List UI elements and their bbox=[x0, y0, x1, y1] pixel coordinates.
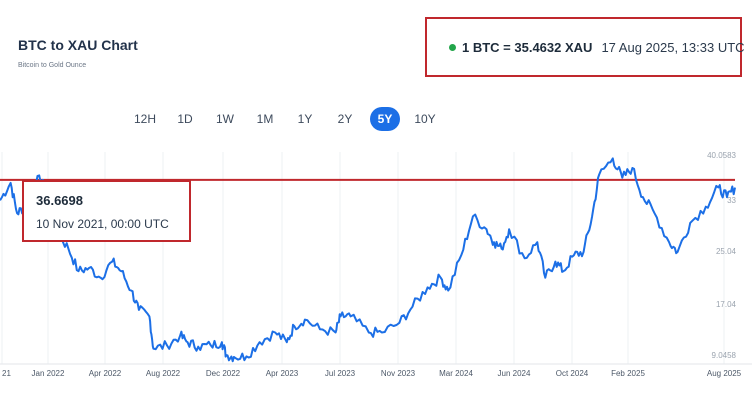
x-tick-label: Jun 2024 bbox=[498, 369, 531, 378]
y-tick-label: 25.04 bbox=[716, 247, 737, 256]
range-button-2y[interactable]: 2Y bbox=[337, 112, 353, 126]
x-tick-label: Jul 2023 bbox=[325, 369, 356, 378]
x-tick-label: Feb 2025 bbox=[611, 369, 645, 378]
range-button-1w[interactable]: 1W bbox=[216, 112, 234, 126]
range-button-10y[interactable]: 10Y bbox=[414, 112, 436, 126]
chart-title: BTC to XAU Chart bbox=[18, 37, 138, 53]
time-range-selector: 12H 1D 1W 1M 1Y 2Y 5Y 10Y bbox=[130, 107, 440, 131]
rate-box: 1 BTC = 35.4632 XAU 17 Aug 2025, 13:33 U… bbox=[425, 17, 745, 77]
series-line bbox=[0, 157, 736, 363]
rate-value: 1 BTC = 35.4632 XAU bbox=[462, 39, 593, 55]
range-button-1y[interactable]: 1Y bbox=[297, 112, 313, 126]
x-tick-label: Jan 2022 bbox=[32, 369, 65, 378]
y-tick-label: 33 bbox=[727, 196, 736, 205]
x-tick-label: Mar 2024 bbox=[439, 369, 473, 378]
x-tick-label: Apr 2023 bbox=[266, 369, 299, 378]
tooltip-value: 36.6698 bbox=[36, 193, 83, 208]
range-button-1d[interactable]: 1D bbox=[177, 112, 193, 126]
live-status-dot-icon bbox=[449, 43, 456, 51]
x-tick-label: Aug 2025 bbox=[707, 369, 742, 378]
y-tick-label: 40.0583 bbox=[707, 151, 736, 160]
range-button-12h[interactable]: 12H bbox=[133, 112, 156, 126]
x-tick-label: Oct 2024 bbox=[556, 369, 589, 378]
range-button-1m[interactable]: 1M bbox=[256, 112, 274, 126]
tooltip-box: 36.6698 10 Nov 2021, 00:00 UTC bbox=[22, 180, 191, 242]
chart-subtitle: Bitcoin to Gold Ounce bbox=[18, 62, 87, 69]
x-tick-label: 21 bbox=[2, 369, 11, 378]
x-tick-label: Nov 2023 bbox=[381, 369, 416, 378]
x-tick-label: Apr 2022 bbox=[89, 369, 122, 378]
x-tick-label: Aug 2022 bbox=[146, 369, 181, 378]
y-tick-label: 9.0458 bbox=[712, 351, 737, 360]
rate-timestamp: 17 Aug 2025, 13:33 UTC bbox=[601, 39, 745, 55]
y-tick-label: 17.04 bbox=[716, 300, 737, 309]
x-tick-label: Dec 2022 bbox=[206, 369, 241, 378]
price-chart[interactable]: 40.0583 33 25.04 17.04 9.0458 21 Jan 2022 Apr … bbox=[0, 140, 752, 400]
range-button-5y[interactable]: 5Y bbox=[370, 107, 400, 131]
tooltip-date: 10 Nov 2021, 00:00 UTC bbox=[36, 217, 169, 231]
